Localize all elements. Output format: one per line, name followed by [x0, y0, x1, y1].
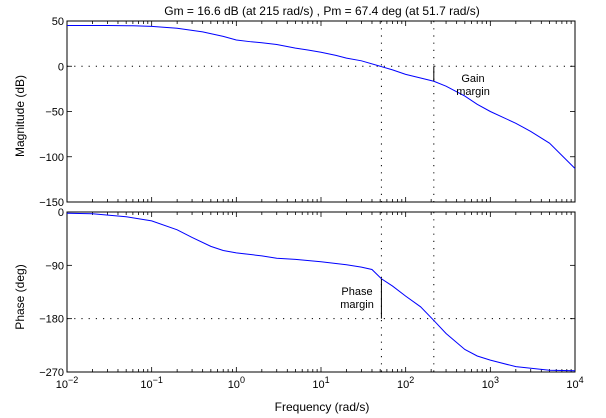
x-tick-label: 101 [312, 375, 329, 391]
phase-y-tick-label: −270 [39, 367, 64, 379]
magnitude-y-tick-label: 0 [58, 61, 64, 73]
magnitude-series-line [67, 25, 576, 169]
magnitude-y-tick-label: −150 [39, 197, 64, 209]
x-tick-label: 10−1 [140, 375, 163, 391]
x-tick-label: 104 [566, 375, 583, 391]
gain-margin-annotation-line: Gain [461, 73, 484, 85]
phase-y-axis-label: Phase (deg) [13, 264, 27, 329]
phase-y-tick-label: −180 [39, 314, 64, 326]
x-tick-label: 102 [397, 375, 414, 391]
chart-title: Gm = 16.6 dB (at 215 rad/s) , Pm = 67.4 … [164, 4, 480, 18]
phase-margin-annotation-line: margin [340, 299, 374, 311]
x-tick-label: 100 [228, 375, 245, 391]
frequency-x-axis-label: Frequency (rad/s) [275, 400, 370, 414]
x-tick-label: 103 [482, 375, 499, 391]
phase-margin-annotation-line: Phase [341, 286, 372, 298]
phase-y-tick-label: −90 [45, 260, 64, 272]
phase-axes-box [66, 211, 576, 373]
x-tick-label: 10−2 [56, 375, 79, 391]
gain-margin-annotation-line: margin [456, 86, 490, 98]
phase-y-tick-label: 0 [58, 207, 64, 219]
magnitude-y-tick-label: 50 [52, 16, 64, 28]
magnitude-y-tick-label: −100 [39, 152, 64, 164]
phase-series-line [66, 212, 576, 372]
magnitude-y-tick-label: −50 [45, 107, 64, 119]
magnitude-y-axis-label: Magnitude (dB) [13, 75, 27, 157]
magnitude-axes-box [66, 20, 576, 203]
